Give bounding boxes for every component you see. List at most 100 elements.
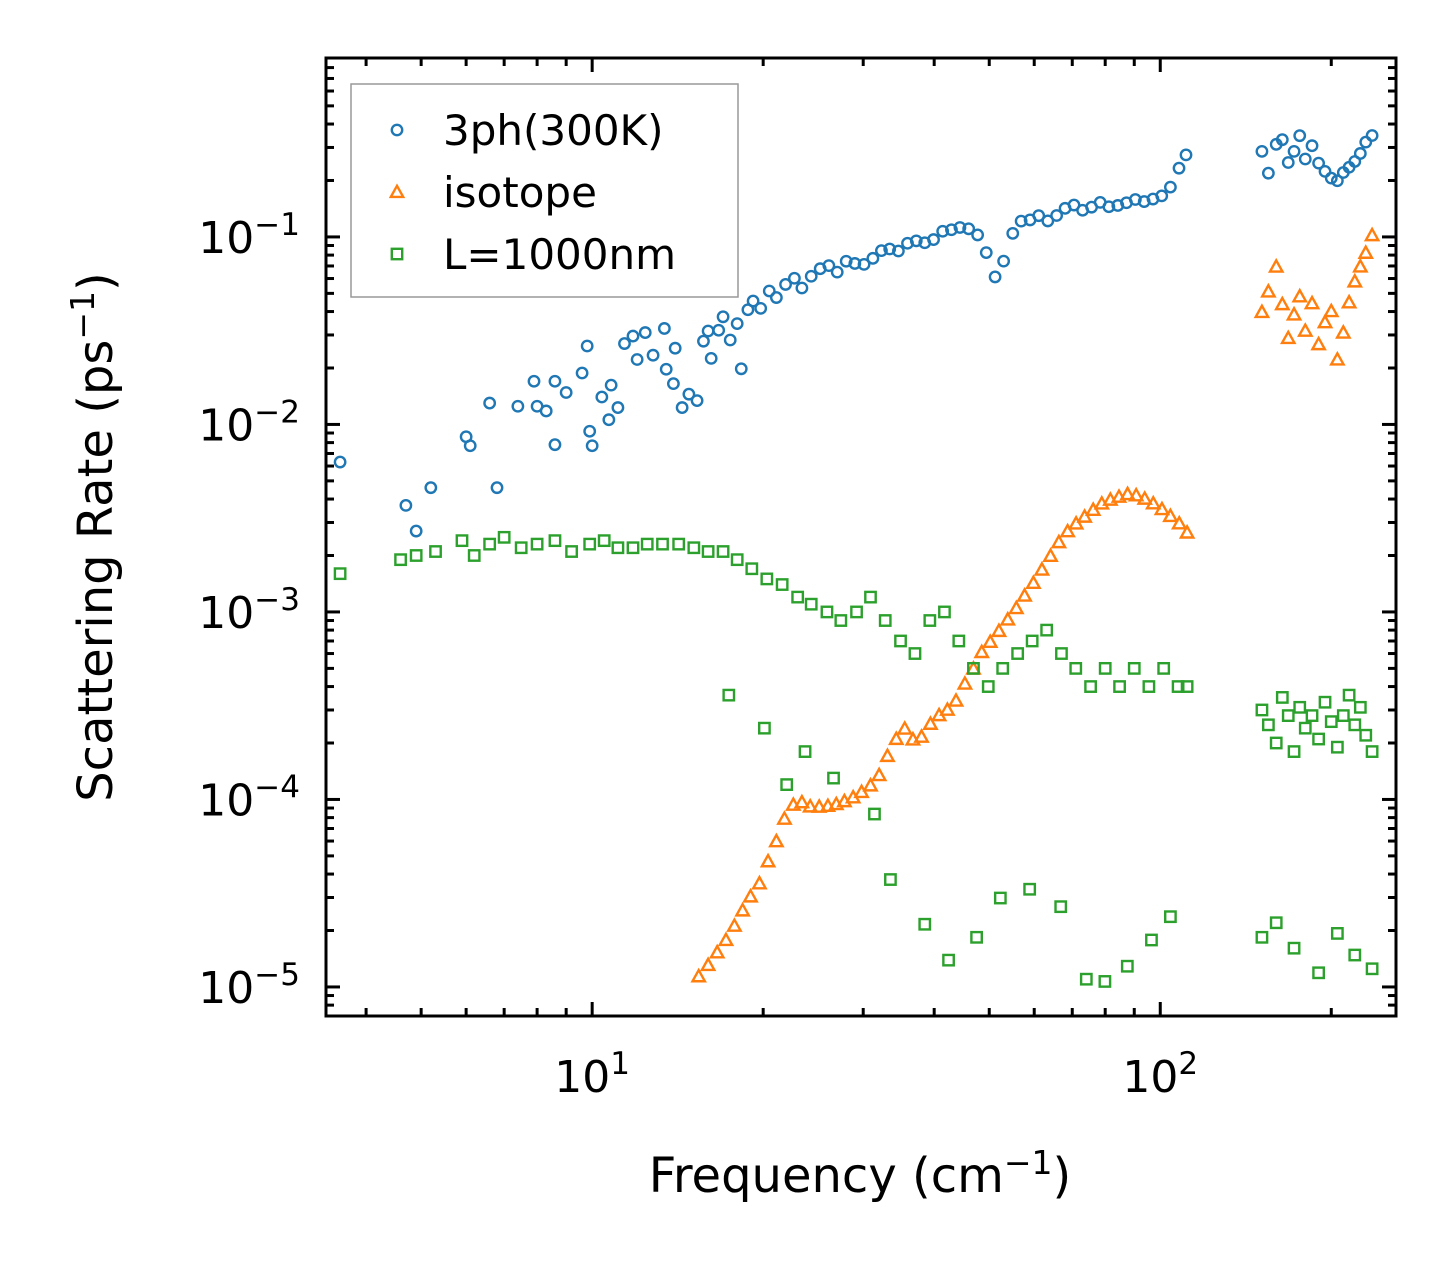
data-point: [1316, 313, 1334, 329]
data-point: [875, 244, 888, 258]
data-point: [804, 269, 818, 283]
data-point: [1310, 335, 1327, 351]
data-point: [1023, 882, 1037, 896]
data-point: [704, 351, 718, 365]
data-point: [638, 326, 652, 339]
legend-marker-square: [390, 247, 404, 261]
data-point: [1127, 486, 1145, 502]
data-point: [1127, 661, 1141, 675]
data-point: [947, 691, 965, 707]
data-point: [804, 597, 818, 611]
data-point: [667, 377, 680, 391]
data-point: [699, 956, 717, 972]
data-point: [668, 341, 682, 355]
data-point: [675, 401, 689, 414]
data-point: [1293, 700, 1307, 714]
data-point: [942, 953, 955, 967]
data-point: [548, 374, 562, 388]
y-tick-label: 10−5: [198, 957, 300, 1014]
data-point: [776, 810, 793, 825]
data-point: [716, 545, 730, 558]
data-point: [1353, 147, 1367, 160]
data-point: [798, 745, 812, 758]
y-tick-label: 10−2: [198, 394, 300, 451]
data-point: [1275, 133, 1289, 147]
data-point: [791, 590, 805, 604]
data-point: [967, 661, 980, 675]
data-point: [585, 439, 599, 453]
data-point: [866, 251, 880, 265]
data-point: [971, 228, 985, 242]
data-point: [981, 633, 999, 649]
data-point: [1336, 709, 1350, 723]
data-point: [1145, 933, 1158, 947]
data-point: [690, 967, 707, 983]
data-point: [758, 721, 771, 735]
data-point: [511, 399, 525, 413]
data-point: [820, 605, 834, 619]
data-point: [923, 614, 937, 627]
data-point: [751, 874, 768, 890]
data-point: [779, 278, 792, 291]
y-axis-label: Scattering Rate (ps−1): [63, 272, 124, 802]
data-point: [918, 917, 932, 931]
data-point: [409, 524, 423, 538]
data-point: [1353, 700, 1367, 714]
data-point: [1055, 647, 1068, 660]
data-point: [988, 270, 1002, 284]
data-point: [1059, 522, 1076, 538]
data-point: [394, 553, 407, 567]
data-point: [1365, 962, 1379, 976]
data-point: [1011, 647, 1025, 660]
data-point: [990, 622, 1008, 638]
x-tick-label: 102: [1122, 1046, 1198, 1103]
data-point: [759, 852, 777, 868]
data-point: [1365, 129, 1379, 142]
data-point: [746, 294, 760, 308]
data-point: [575, 366, 589, 380]
data-point: [938, 605, 951, 619]
data-point: [717, 931, 735, 947]
data-point: [795, 281, 809, 295]
data-point: [682, 387, 696, 401]
data-point: [1352, 257, 1369, 273]
data-point: [708, 943, 726, 959]
data-point: [810, 798, 828, 813]
data-point: [429, 545, 442, 558]
data-point: [730, 553, 744, 567]
data-point: [630, 353, 644, 366]
data-point: [894, 634, 907, 648]
y-tick-label: 10−3: [198, 582, 300, 639]
data-point: [1050, 533, 1068, 549]
data-point: [1253, 303, 1271, 319]
data-point: [611, 541, 625, 555]
data-point: [657, 322, 671, 335]
data-point: [548, 438, 562, 452]
data-point: [1164, 180, 1177, 194]
data-point: [1179, 148, 1193, 162]
data-point: [822, 259, 836, 273]
data-point: [1330, 174, 1344, 188]
data-point: [827, 771, 840, 785]
data-point: [1153, 500, 1171, 516]
data-point: [953, 221, 967, 234]
data-point: [956, 674, 974, 690]
data-point: [672, 537, 686, 551]
data-point: [723, 333, 737, 347]
data-point: [981, 680, 995, 693]
legend-marker-circle: [390, 123, 404, 137]
data-point: [1348, 718, 1362, 732]
data-point: [1312, 966, 1326, 980]
data-point: [742, 887, 759, 903]
data-point: [1261, 166, 1275, 180]
data-point: [927, 233, 940, 246]
data-point: [712, 323, 726, 337]
data-point: [1329, 350, 1346, 366]
data-point: [1171, 514, 1188, 530]
data-point: [1025, 574, 1042, 590]
data-point: [892, 244, 905, 258]
data-point: [656, 537, 669, 551]
data-point: [1298, 152, 1312, 166]
data-point: [945, 223, 958, 237]
